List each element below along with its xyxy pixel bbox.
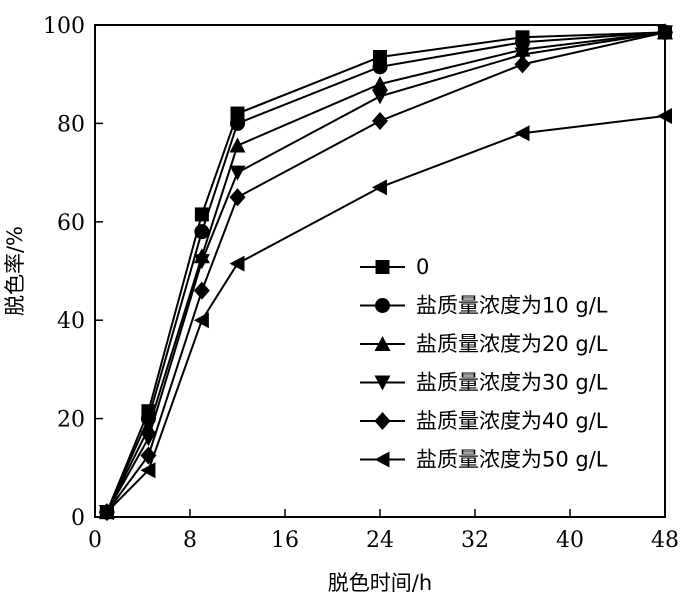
y-axis-title: 脱色率/% [3, 226, 27, 316]
legend-marker [374, 412, 391, 430]
data-point [229, 188, 246, 207]
data-point [372, 111, 388, 130]
data-point [657, 23, 673, 42]
data-point [229, 165, 246, 181]
legend-item: 0 [360, 255, 429, 279]
data-point [193, 312, 209, 329]
legend: 0 盐质量浓度为10 g/L 盐质量浓度为20 g/L 盐质量浓度为30 g/L 盐质量… [360, 255, 608, 472]
legend-marker [374, 375, 391, 391]
x-tick-label: 40 [556, 528, 584, 553]
data-point [140, 462, 156, 479]
data-point [514, 55, 531, 74]
data-point [140, 431, 157, 447]
legend-marker [375, 298, 390, 313]
legend-label: 盐质量浓度为50 g/L [416, 448, 608, 472]
y-tick-label: 40 [57, 309, 85, 334]
legend-label: 0 [416, 255, 429, 279]
legend-marker [374, 336, 391, 351]
data-point [229, 255, 245, 272]
data-point [193, 254, 210, 270]
data-point [193, 281, 210, 300]
data-point [657, 108, 672, 125]
legend-item: 盐质量浓度为20 g/L [360, 332, 608, 356]
series-4 [98, 23, 673, 522]
x-tick-label: 24 [366, 528, 394, 553]
x-axis: 0 8 16 24 32 40 48 [88, 509, 679, 553]
data-point [229, 137, 246, 153]
x-tick-label: 32 [461, 528, 489, 553]
legend-item: 盐质量浓度为30 g/L [360, 371, 608, 395]
data-point [372, 59, 388, 75]
data-point [514, 125, 530, 142]
x-tick-label: 0 [88, 528, 102, 553]
y-tick-label: 100 [43, 14, 85, 39]
y-tick-label: 60 [57, 211, 85, 236]
series-5 [98, 108, 672, 521]
y-tick-label: 20 [57, 408, 85, 433]
data-point [372, 179, 387, 196]
data-point [372, 76, 388, 92]
legend-label: 盐质量浓度为30 g/L [416, 371, 608, 395]
data-point [194, 224, 210, 240]
legend-marker [375, 260, 390, 274]
x-tick-label: 16 [271, 528, 299, 553]
legend-label: 盐质量浓度为20 g/L [416, 332, 608, 356]
data-point [230, 115, 245, 131]
data-point [372, 89, 388, 105]
y-tick-label: 0 [71, 506, 85, 531]
legend-item: 盐质量浓度为40 g/L [360, 409, 608, 433]
data-point [514, 47, 531, 63]
x-axis-title: 脱色时间/h [328, 571, 432, 595]
y-tick-label: 80 [57, 112, 85, 137]
y-axis: 0 20 40 60 80 100 [43, 14, 103, 531]
x-tick-label: 8 [183, 528, 197, 553]
legend-item: 盐质量浓度为50 g/L [360, 448, 608, 472]
series-layer [98, 23, 673, 522]
legend-marker [374, 451, 390, 468]
legend-item: 盐质量浓度为10 g/L [360, 294, 608, 318]
legend-label: 盐质量浓度为10 g/L [416, 294, 608, 318]
x-tick-label: 48 [651, 528, 679, 553]
legend-label: 盐质量浓度为40 g/L [416, 409, 608, 433]
data-point [98, 504, 114, 521]
